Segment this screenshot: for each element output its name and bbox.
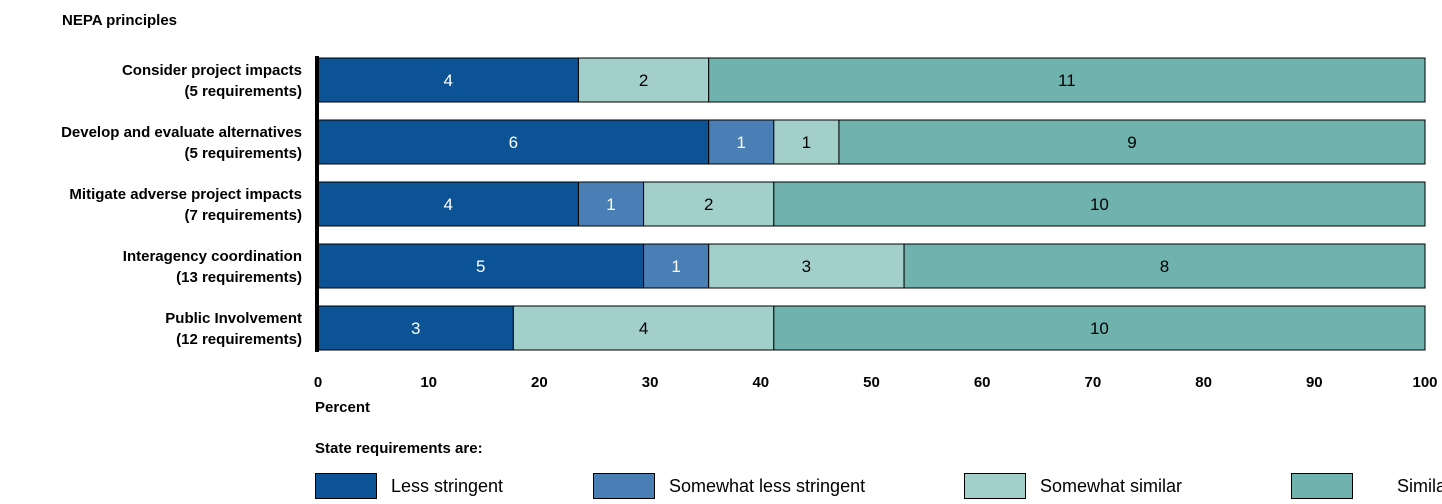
bar-label-3-0: 5: [476, 257, 485, 276]
legend-swatch-somewhat-less-stringent: [593, 473, 655, 499]
bar-label-3-3: 8: [1160, 257, 1169, 276]
bar-segment-1-1: [708, 119, 775, 165]
x-tick-label-7: 70: [1085, 374, 1102, 391]
bar-label-2-3: 10: [1090, 195, 1109, 214]
legend-item-somewhat-similar: Somewhat similar: [964, 472, 1182, 500]
bar-segment-1-2: [773, 119, 840, 165]
x-tick-label-0: 0: [314, 374, 322, 391]
category-label-4: Public Involvement: [165, 310, 302, 327]
x-tick-label-10: 100: [1412, 374, 1437, 391]
bar-segment-4-3: [773, 305, 1426, 351]
category-label-2: Mitigate adverse project impacts: [69, 186, 302, 203]
bar-segment-1-0: [317, 119, 710, 165]
x-tick-label-1: 10: [420, 374, 437, 391]
x-tick-label-3: 30: [642, 374, 659, 391]
category-sublabel-3: (13 requirements): [176, 269, 302, 286]
legend-label-less-stringent: Less stringent: [391, 475, 504, 496]
bar-segment-2-3: [773, 181, 1426, 227]
legend-label-somewhat-less-stringent: Somewhat less stringent: [669, 475, 866, 496]
x-axis-label: Percent: [315, 399, 370, 416]
bar-segment-2-1: [577, 181, 645, 227]
bar-label-1-3: 9: [1127, 133, 1136, 152]
bar-label-4-2: 4: [639, 319, 648, 338]
bar-segment-3-2: [708, 243, 905, 289]
legend-item-less-stringent: Less stringent: [315, 472, 503, 500]
bar-segment-3-3: [903, 243, 1426, 289]
category-sublabel-2: (7 requirements): [184, 207, 302, 224]
bar-label-0-2: 2: [639, 71, 648, 90]
bar-label-2-1: 1: [606, 195, 615, 214]
bar-label-0-3: 11: [1058, 71, 1076, 90]
category-label-0: Consider project impacts: [122, 62, 302, 79]
legend-label-similar: Similar: [1397, 475, 1442, 496]
legend-item-similar: Similar: [1291, 472, 1442, 500]
bar-segment-0-2: [577, 57, 710, 103]
bar-segment-0-3: [708, 57, 1426, 103]
bar-label-1-0: 6: [509, 133, 518, 152]
bar-segment-0-0: [317, 57, 579, 103]
category-label-3: Interagency coordination: [123, 248, 302, 265]
legend-title: State requirements are:: [315, 440, 483, 457]
bar-label-2-2: 2: [704, 195, 713, 214]
bar-segment-3-0: [317, 243, 645, 289]
x-tick-label-4: 40: [752, 374, 769, 391]
x-tick-label-9: 90: [1306, 374, 1323, 391]
category-label-1: Develop and evaluate alternatives: [61, 124, 302, 141]
bar-segment-2-2: [643, 181, 775, 227]
chart-title: NEPA principles: [62, 12, 177, 29]
legend-swatch-similar: [1291, 473, 1353, 499]
legend-label-somewhat-similar: Somewhat similar: [1040, 475, 1183, 496]
category-sublabel-0: (5 requirements): [184, 83, 302, 100]
bar-segment-1-3: [838, 119, 1426, 165]
x-tick-label-6: 60: [974, 374, 991, 391]
category-sublabel-1: (5 requirements): [184, 145, 302, 162]
bar-label-2-0: 4: [444, 195, 453, 214]
bar-segment-3-1: [643, 243, 710, 289]
bar-label-3-2: 3: [802, 257, 811, 276]
bar-label-4-0: 3: [411, 319, 420, 338]
legend-swatch-somewhat-similar: [964, 473, 1026, 499]
bar-label-1-1: 1: [737, 133, 746, 152]
bar-label-0-0: 4: [444, 71, 453, 90]
category-sublabel-4: (12 requirements): [176, 331, 302, 348]
bar-label-4-3: 10: [1090, 319, 1109, 338]
x-tick-label-5: 50: [863, 374, 880, 391]
legend-item-somewhat-less-stringent: Somewhat less stringent: [593, 472, 865, 500]
bar-segment-4-2: [512, 305, 775, 351]
x-tick-label-2: 20: [531, 374, 548, 391]
bar-label-3-1: 1: [671, 257, 680, 276]
legend-swatch-less-stringent: [315, 473, 377, 499]
bar-label-1-2: 1: [802, 133, 811, 152]
legend: Less stringent Somewhat less stringent S…: [315, 472, 1442, 500]
x-tick-label-8: 80: [1195, 374, 1212, 391]
